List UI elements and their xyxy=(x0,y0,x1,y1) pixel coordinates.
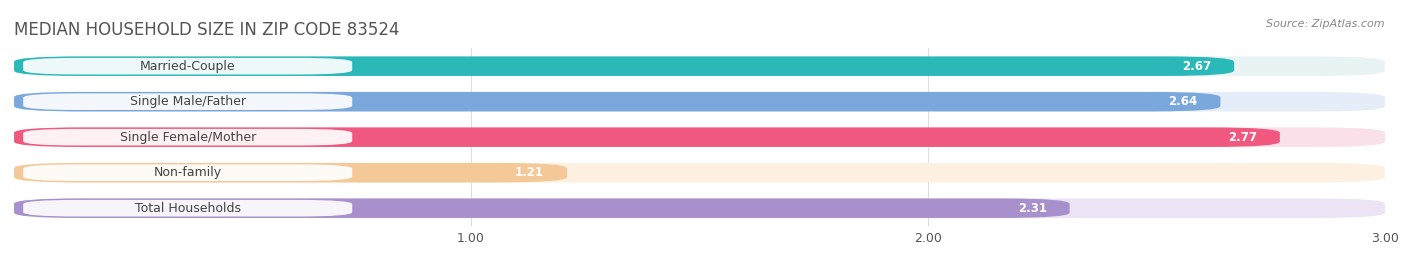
FancyBboxPatch shape xyxy=(22,164,353,181)
FancyBboxPatch shape xyxy=(14,199,1070,218)
Text: Source: ZipAtlas.com: Source: ZipAtlas.com xyxy=(1267,19,1385,29)
FancyBboxPatch shape xyxy=(14,92,1385,111)
Text: 2.31: 2.31 xyxy=(1018,202,1046,215)
FancyBboxPatch shape xyxy=(14,56,1234,76)
Text: Non-family: Non-family xyxy=(153,166,222,179)
FancyBboxPatch shape xyxy=(22,200,353,217)
FancyBboxPatch shape xyxy=(22,129,353,146)
Text: 2.64: 2.64 xyxy=(1168,95,1198,108)
Text: Single Female/Mother: Single Female/Mother xyxy=(120,131,256,144)
Text: MEDIAN HOUSEHOLD SIZE IN ZIP CODE 83524: MEDIAN HOUSEHOLD SIZE IN ZIP CODE 83524 xyxy=(14,20,399,38)
Text: Single Male/Father: Single Male/Father xyxy=(129,95,246,108)
FancyBboxPatch shape xyxy=(14,163,567,182)
Text: Married-Couple: Married-Couple xyxy=(139,60,236,73)
FancyBboxPatch shape xyxy=(22,58,353,75)
FancyBboxPatch shape xyxy=(14,128,1385,147)
Text: 2.77: 2.77 xyxy=(1227,131,1257,144)
Text: 1.21: 1.21 xyxy=(515,166,544,179)
FancyBboxPatch shape xyxy=(14,92,1220,111)
Text: 2.67: 2.67 xyxy=(1182,60,1212,73)
FancyBboxPatch shape xyxy=(14,56,1385,76)
Text: Total Households: Total Households xyxy=(135,202,240,215)
FancyBboxPatch shape xyxy=(14,163,1385,182)
FancyBboxPatch shape xyxy=(22,93,353,110)
FancyBboxPatch shape xyxy=(14,128,1279,147)
FancyBboxPatch shape xyxy=(14,199,1385,218)
